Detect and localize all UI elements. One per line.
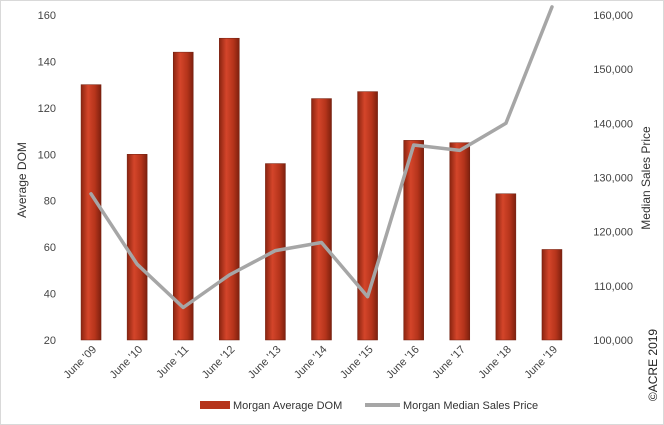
bar xyxy=(80,84,102,341)
bar xyxy=(311,98,332,341)
left-axis-title: Average DOM xyxy=(15,142,29,218)
bar xyxy=(219,37,240,341)
bar-series xyxy=(80,37,563,341)
bar xyxy=(403,140,424,341)
left-tick-label: 20 xyxy=(44,335,56,347)
bar xyxy=(357,91,378,341)
left-tick-label: 160 xyxy=(38,10,56,22)
bar xyxy=(126,154,148,341)
legend-swatch-dom xyxy=(200,401,230,409)
right-tick-label: 110,000 xyxy=(594,281,633,293)
left-axis-ticks: 20 40 60 80 100 120 140 160 xyxy=(38,10,56,347)
right-tick-label: 130,000 xyxy=(593,173,633,185)
copyright-text: ©ACRE 2019 xyxy=(646,329,660,402)
right-tick-label: 140,000 xyxy=(593,118,633,130)
line-series xyxy=(89,5,554,310)
left-tick-label: 40 xyxy=(44,289,56,301)
bar xyxy=(449,142,471,341)
bar xyxy=(541,249,563,341)
legend: Morgan Average DOM Morgan Median Sales P… xyxy=(200,400,538,412)
right-tick-label: 150,000 xyxy=(593,64,633,76)
right-tick-label: 160,000 xyxy=(593,10,633,22)
left-tick-label: 60 xyxy=(44,242,56,254)
left-tick-label: 140 xyxy=(38,56,56,68)
right-axis-title: Median Sales Price xyxy=(639,126,653,230)
bar xyxy=(172,51,194,341)
left-tick-label: 80 xyxy=(44,196,56,208)
left-tick-label: 100 xyxy=(38,149,56,161)
legend-label-price: Morgan Median Sales Price xyxy=(403,400,538,412)
right-tick-label: 120,000 xyxy=(593,227,633,239)
legend-label-dom: Morgan Average DOM xyxy=(233,400,342,412)
right-tick-label: 100,000 xyxy=(593,335,633,347)
bar xyxy=(495,193,517,341)
left-tick-label: 120 xyxy=(38,103,56,115)
right-axis-ticks: 100,000 110,000 120,000 130,000 140,000 150,0… xyxy=(593,10,633,347)
